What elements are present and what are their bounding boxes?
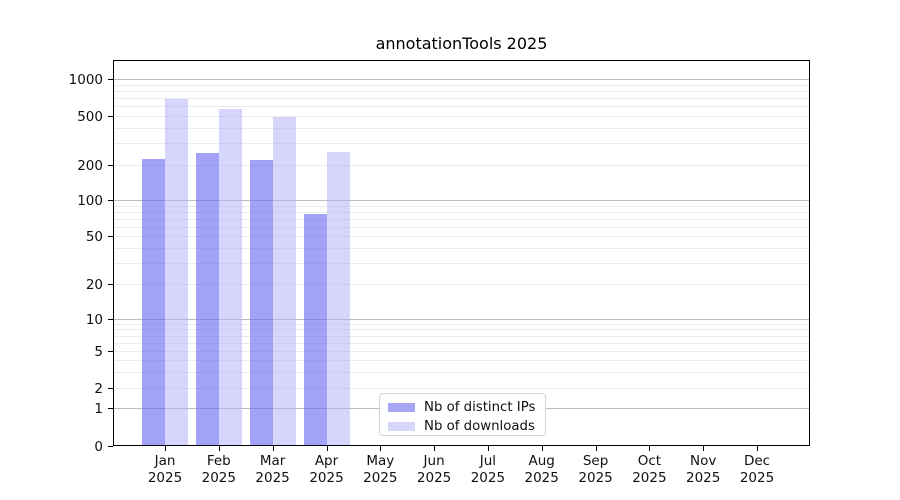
grid-line-minor [114, 236, 809, 237]
x-tick-mark [541, 446, 543, 451]
x-tick-mark [595, 446, 597, 451]
x-axis-tick-label: Aug 2025 [524, 453, 559, 486]
y-axis-tick-label: 50 [85, 228, 103, 245]
grid-line-major [114, 319, 809, 320]
x-tick-mark [434, 446, 436, 451]
x-axis-tick-label: Jul 2025 [470, 453, 506, 486]
grid-line-minor [114, 218, 809, 220]
y-tick-mark [108, 388, 113, 389]
x-axis-tick-label: Nov 2025 [686, 453, 721, 486]
grid-line-minor [114, 127, 809, 129]
x-tick-mark [165, 446, 166, 451]
x-tick-mark [218, 446, 220, 451]
bar-downloads [218, 109, 242, 445]
y-axis-tick-label: 0 [94, 438, 103, 455]
x-tick-mark [326, 446, 328, 451]
legend: Nb of distinct IPs Nb of downloads [379, 393, 546, 436]
y-axis-tick-label: 10 [85, 311, 103, 328]
x-axis-tick-label: Feb 2025 [201, 453, 236, 486]
grid-line-minor [114, 98, 809, 99]
y-tick-mark [108, 79, 113, 80]
grid-line-minor [114, 84, 809, 86]
bar-downloads [272, 117, 296, 445]
grid-line-minor [114, 247, 809, 249]
x-axis-tick-label: Jun 2025 [416, 453, 452, 486]
grid-line-minor [114, 351, 809, 352]
x-tick-mark [757, 446, 758, 451]
y-axis-tick-label: 2 [94, 380, 103, 397]
x-axis-tick-label: Apr 2025 [309, 453, 344, 486]
legend-item: Nb of distinct IPs [388, 399, 537, 415]
bar-distinct-ips [303, 214, 327, 445]
x-tick-mark [703, 446, 705, 451]
legend-label-distinct-ips: Nb of distinct IPs [424, 399, 536, 415]
y-axis-tick-label: 1 [94, 400, 103, 417]
legend-label-downloads: Nb of downloads [424, 418, 535, 434]
y-tick-mark [108, 284, 113, 285]
grid-line-minor [114, 262, 809, 264]
legend-swatch-downloads [388, 421, 415, 431]
x-tick-mark [649, 446, 651, 451]
grid-line-minor [114, 106, 809, 108]
grid-line-minor [114, 226, 809, 228]
bar-downloads [326, 152, 350, 445]
y-tick-mark [108, 236, 113, 237]
x-axis-tick-label: Jan 2025 [147, 453, 183, 486]
bar-distinct-ips [249, 159, 273, 445]
grid-line-minor [114, 143, 809, 145]
grid-line-minor [114, 335, 809, 337]
grid-line-minor [114, 371, 809, 373]
grid-line-minor [114, 90, 809, 92]
y-tick-mark [108, 446, 113, 447]
x-tick-mark [272, 446, 274, 451]
x-axis-tick-label: Sep 2025 [578, 453, 613, 486]
grid-line-major [114, 79, 809, 80]
y-axis-tick-label: 200 [77, 157, 103, 174]
y-tick-mark [108, 200, 113, 201]
grid-line-minor [114, 342, 809, 344]
x-tick-mark [380, 446, 382, 451]
chart-title: annotationTools 2025 [375, 34, 548, 53]
grid-line-minor [114, 211, 809, 213]
grid-line-minor [114, 323, 809, 325]
grid-line-minor [114, 388, 809, 389]
y-axis-tick-label: 5 [94, 343, 103, 360]
x-axis-tick-label: May 2025 [363, 453, 398, 486]
legend-swatch-distinct-ips [388, 402, 415, 412]
grid-line-minor [114, 329, 809, 331]
x-axis-tick-label: Oct 2025 [632, 453, 667, 486]
grid-line-minor [114, 360, 809, 361]
y-tick-mark [108, 319, 113, 320]
grid-line-major [114, 200, 809, 201]
bar-distinct-ips [195, 153, 219, 445]
y-axis-tick-label: 500 [77, 108, 103, 125]
y-axis-tick-label: 1000 [68, 71, 103, 88]
x-tick-mark [487, 446, 489, 451]
grid-line-minor [114, 116, 809, 117]
bar-downloads [165, 98, 188, 445]
y-tick-mark [108, 165, 113, 166]
y-axis-tick-label: 100 [77, 192, 103, 209]
grid-line-minor [114, 165, 809, 166]
y-tick-mark [108, 408, 113, 409]
x-axis-tick-label: Mar 2025 [255, 453, 290, 486]
legend-item: Nb of downloads [388, 418, 537, 434]
x-axis-tick-label: Dec 2025 [739, 453, 775, 486]
grid-line-minor [114, 284, 809, 285]
grid-line-minor [114, 205, 809, 207]
y-axis-tick-label: 20 [85, 276, 103, 293]
y-tick-mark [108, 351, 113, 352]
bar-distinct-ips [142, 158, 165, 445]
y-tick-mark [108, 116, 113, 117]
